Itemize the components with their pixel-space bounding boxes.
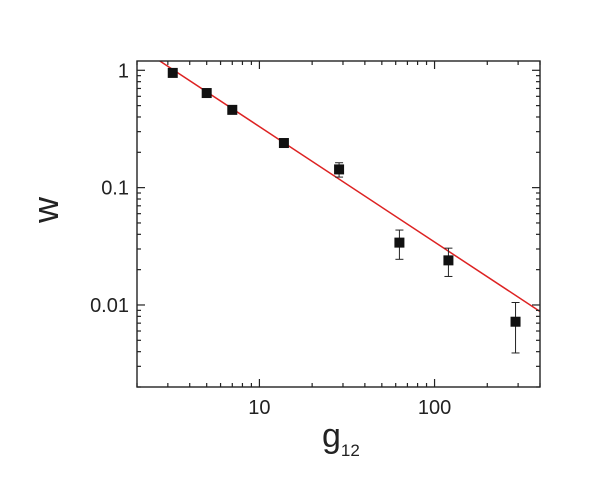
x-tick-label: 100 [418, 397, 451, 419]
plot-area [159, 61, 540, 354]
x-axis: 10 100 [136, 61, 541, 419]
data-point [394, 237, 405, 248]
plot-frame [136, 60, 541, 388]
x-axis-label: g12 [322, 417, 360, 460]
data-point [201, 88, 212, 99]
y-tick-label: 0.1 [101, 178, 129, 200]
x-axis-label-main: g [322, 417, 341, 455]
y-axis: 0.01 0.1 1 [90, 60, 540, 388]
x-axis-label-subscript: 12 [341, 441, 360, 460]
x-tick-label: 10 [248, 397, 270, 419]
data-point [510, 316, 521, 327]
data-point [334, 164, 345, 175]
y-tick-label: 0.01 [90, 295, 129, 317]
y-tick-label: 1 [118, 60, 129, 82]
data-point [227, 104, 238, 115]
data-point [443, 255, 454, 266]
fit-line [159, 61, 540, 313]
data-point [278, 138, 289, 149]
data-point [167, 67, 178, 78]
y-axis-label: w [25, 196, 66, 224]
plot-content [159, 61, 540, 354]
